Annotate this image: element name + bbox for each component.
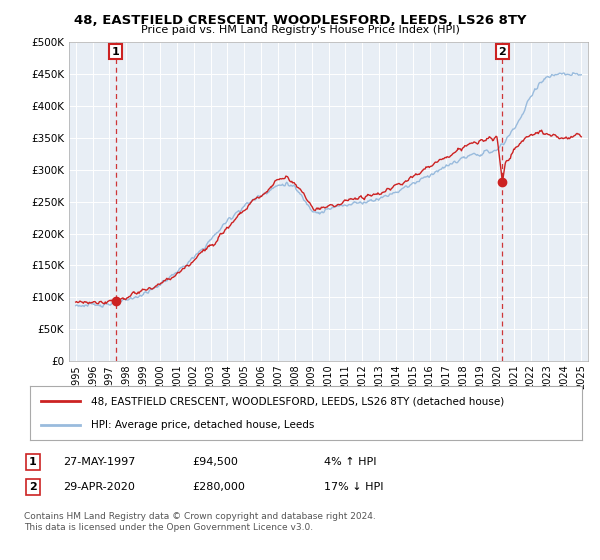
Text: HPI: Average price, detached house, Leeds: HPI: Average price, detached house, Leed…	[91, 419, 314, 430]
Text: 17% ↓ HPI: 17% ↓ HPI	[324, 482, 383, 492]
Text: £280,000: £280,000	[192, 482, 245, 492]
Text: 4% ↑ HPI: 4% ↑ HPI	[324, 457, 377, 467]
Text: 48, EASTFIELD CRESCENT, WOODLESFORD, LEEDS, LS26 8TY: 48, EASTFIELD CRESCENT, WOODLESFORD, LEE…	[74, 14, 526, 27]
Text: Contains HM Land Registry data © Crown copyright and database right 2024.
This d: Contains HM Land Registry data © Crown c…	[24, 512, 376, 531]
Text: 48, EASTFIELD CRESCENT, WOODLESFORD, LEEDS, LS26 8TY (detached house): 48, EASTFIELD CRESCENT, WOODLESFORD, LEE…	[91, 396, 504, 407]
Text: Price paid vs. HM Land Registry's House Price Index (HPI): Price paid vs. HM Land Registry's House …	[140, 25, 460, 35]
Text: 1: 1	[29, 457, 37, 467]
Text: £94,500: £94,500	[192, 457, 238, 467]
Text: 1: 1	[112, 46, 120, 57]
Text: 2: 2	[499, 46, 506, 57]
Text: 29-APR-2020: 29-APR-2020	[63, 482, 135, 492]
Text: 2: 2	[29, 482, 37, 492]
Text: 27-MAY-1997: 27-MAY-1997	[63, 457, 136, 467]
